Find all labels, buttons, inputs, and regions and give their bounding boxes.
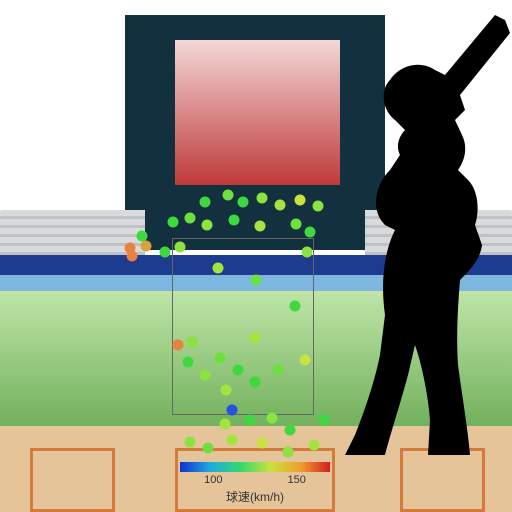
pitch-dot xyxy=(185,437,196,448)
pitch-dot xyxy=(229,215,240,226)
pitch-dot xyxy=(300,355,311,366)
stands-left xyxy=(0,210,145,255)
pitch-dot xyxy=(319,415,330,426)
pitch-dot xyxy=(290,301,301,312)
pitch-dot xyxy=(305,227,316,238)
pitch-dot xyxy=(221,385,232,396)
pitch-dot xyxy=(257,193,268,204)
pitch-dot xyxy=(309,440,320,451)
pitch-dot xyxy=(200,370,211,381)
pitch-dot xyxy=(267,413,278,424)
pitch-dot xyxy=(238,197,249,208)
pitch-dot xyxy=(187,337,198,348)
pitch-dot xyxy=(220,419,231,430)
pitch-dot xyxy=(245,415,256,426)
batter-silhouette xyxy=(330,15,512,460)
pitch-dot xyxy=(233,365,244,376)
colorbar-tick: 150 xyxy=(287,474,305,486)
pitch-dot xyxy=(202,220,213,231)
pitch-dot xyxy=(295,195,306,206)
pitch-dot xyxy=(200,197,211,208)
pitch-dot xyxy=(213,263,224,274)
colorbar-title: 球速(km/h) xyxy=(226,488,284,505)
pitch-dot xyxy=(250,377,261,388)
pitch-dot xyxy=(257,438,268,449)
pitch-dot xyxy=(160,247,171,258)
pitch-dot xyxy=(255,221,266,232)
pitch-dot xyxy=(127,251,138,262)
pitch-dot xyxy=(168,217,179,228)
scoreboard-screen xyxy=(175,40,340,185)
pitch-dot xyxy=(203,443,214,454)
pitch-dot xyxy=(313,201,324,212)
pitch-dot xyxy=(215,353,226,364)
pitch-dot xyxy=(275,200,286,211)
pitch-dot xyxy=(227,405,238,416)
strike-zone xyxy=(172,238,314,415)
pitch-dot xyxy=(251,275,262,286)
pitch-dot xyxy=(175,242,186,253)
pitch-dot xyxy=(185,213,196,224)
pitch-dot xyxy=(227,435,238,446)
colorbar-tick: 100 xyxy=(204,474,222,486)
pitch-dot xyxy=(250,333,261,344)
pitch-dot xyxy=(223,190,234,201)
pitch-dot xyxy=(283,447,294,458)
pitch-dot xyxy=(291,219,302,230)
pitch-dot xyxy=(173,340,184,351)
pitch-dot xyxy=(141,241,152,252)
colorbar-legend xyxy=(180,462,330,472)
pitch-dot xyxy=(302,247,313,258)
pitch-dot xyxy=(285,425,296,436)
pitch-dot xyxy=(183,357,194,368)
batter-box-line xyxy=(30,448,115,512)
pitch-dot xyxy=(273,365,284,376)
